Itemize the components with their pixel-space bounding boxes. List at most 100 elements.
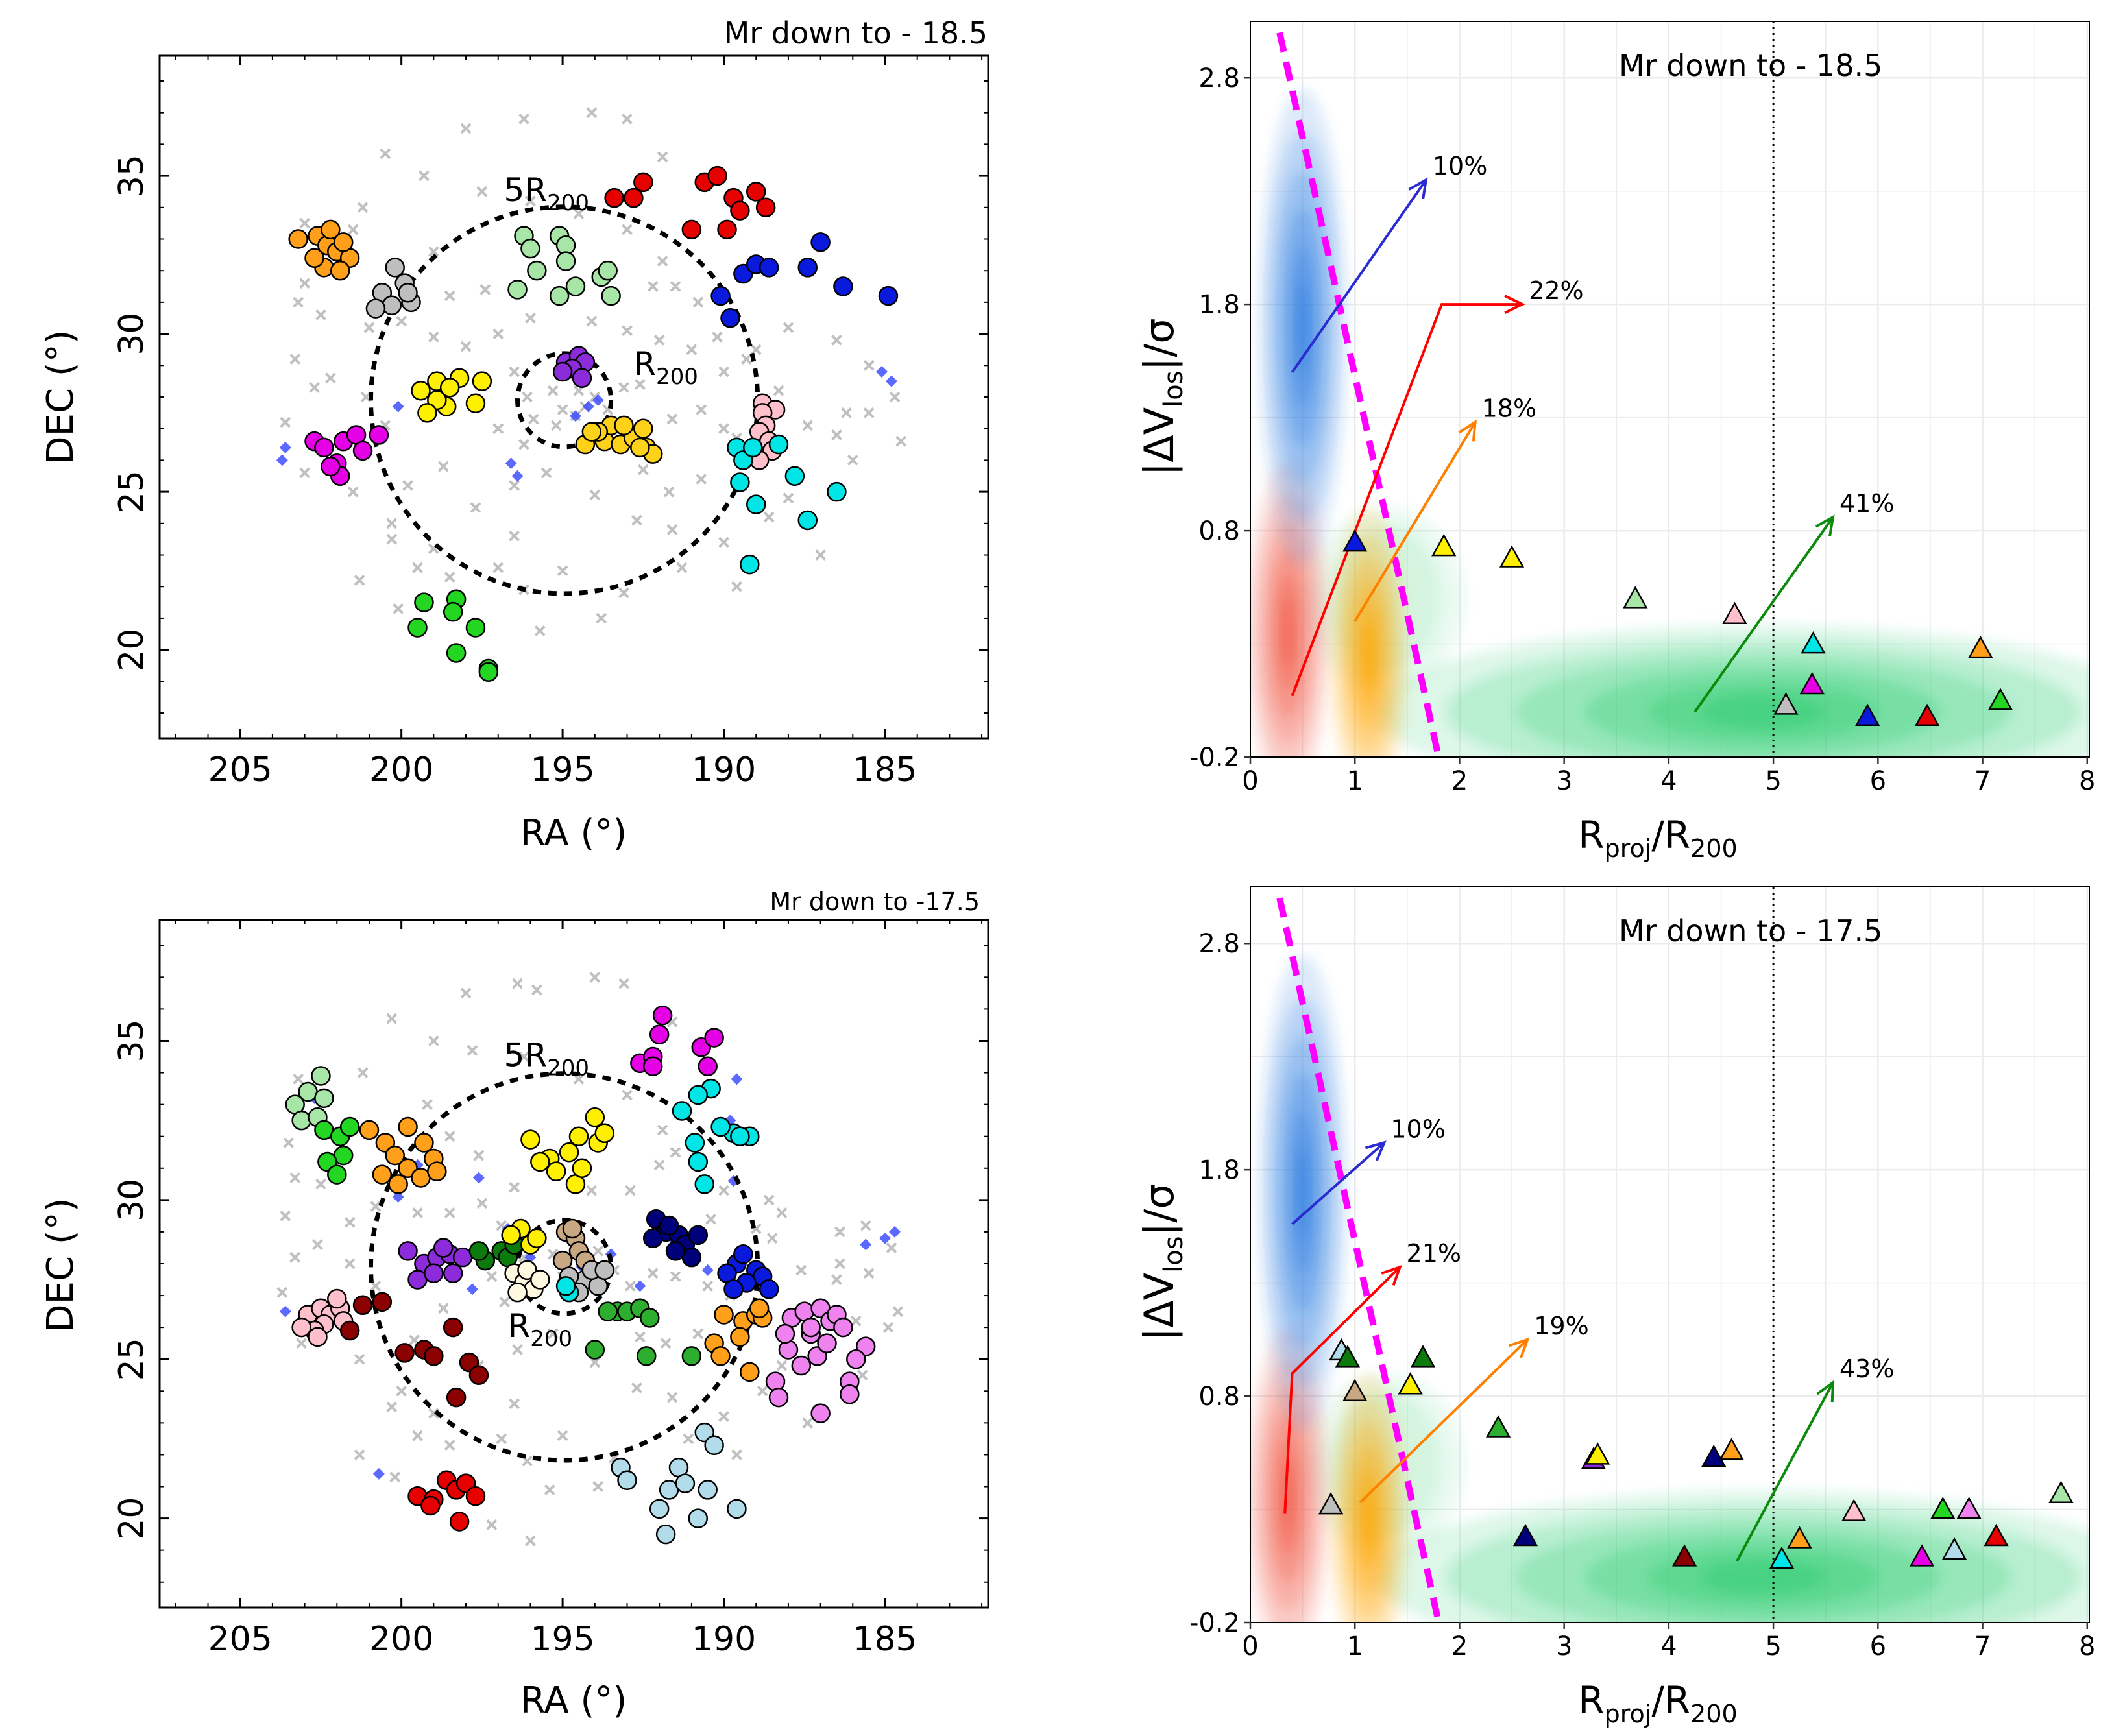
group-galaxy-point — [424, 1346, 444, 1366]
background-galaxy-cross — [589, 489, 601, 501]
background-galaxy-cross — [557, 565, 568, 577]
group-galaxy-point — [527, 260, 547, 281]
group-galaxy-point — [688, 1085, 709, 1105]
background-galaxy-cross — [647, 281, 659, 292]
group-galaxy-point — [688, 1225, 709, 1246]
map-bottom-title: Mr down to -17.5 — [770, 887, 980, 916]
background-galaxy-cross — [831, 1274, 842, 1285]
background-galaxy-cross — [586, 1185, 598, 1196]
group-galaxy-point — [352, 440, 373, 461]
group-galaxy-point — [304, 248, 324, 268]
group-galaxy-point — [746, 494, 766, 514]
phase-top-group-triangles — [1342, 529, 2013, 727]
background-galaxy-cross — [393, 603, 404, 614]
background-galaxy-cross — [631, 514, 642, 526]
group-galaxy-point — [797, 510, 818, 531]
group-galaxy-point — [443, 1317, 463, 1338]
fraction-arrow-line — [1291, 303, 1523, 697]
map-top-title: Mr down to - 18.5 — [724, 16, 988, 51]
background-galaxy-cross — [653, 334, 665, 346]
group-galaxy-point — [640, 1308, 660, 1328]
group-galaxy-point — [624, 187, 644, 208]
background-galaxy-cross — [357, 202, 369, 213]
map-top-ylabel: DEC (°) — [40, 330, 82, 464]
group-triangle — [1855, 703, 1880, 727]
x-tick-label: 5 — [1765, 766, 1781, 796]
map-top-background-galaxies — [280, 107, 907, 636]
ancient-infall-density-red — [1281, 598, 1295, 667]
phase-top-arrows: 10% 22% 18% 41% — [1291, 152, 1894, 713]
background-galaxy-cross — [625, 1185, 636, 1196]
background-galaxy-cross — [547, 385, 559, 396]
background-galaxy-cross — [670, 281, 681, 292]
background-galaxy-cross — [299, 467, 311, 479]
group-galaxy-point — [565, 276, 586, 296]
group-galaxy-point — [833, 276, 853, 296]
group-galaxy-point — [465, 393, 486, 413]
ancient-infall-density-red — [1281, 1464, 1295, 1532]
background-galaxy-cross — [486, 1519, 498, 1530]
group-galaxy-point — [598, 1301, 618, 1321]
background-galaxy-cross — [831, 429, 842, 440]
phase-top-overlays — [1276, 21, 1775, 757]
background-galaxy-cross — [592, 1481, 604, 1492]
background-galaxy-cross — [522, 391, 533, 403]
background-galaxy-cross — [892, 1306, 904, 1318]
infalling-galaxy-diamond — [731, 1073, 743, 1085]
y-tick-label: -0.2 — [1189, 1608, 1240, 1638]
infalling-galaxy-diamond — [634, 1280, 646, 1292]
background-galaxy-cross — [354, 1353, 365, 1365]
group-galaxy-point — [675, 1473, 696, 1493]
x-tick-label: 6 — [1870, 1632, 1886, 1661]
fraction-arrow-head — [1815, 514, 1835, 537]
infalling-galaxy-diamond — [860, 1238, 872, 1251]
group-galaxy-point — [710, 285, 731, 306]
background-galaxy-cross — [705, 1213, 717, 1225]
group-galaxy-point — [549, 285, 570, 306]
group-galaxy-point — [730, 1327, 750, 1347]
x-tick-label: 2 — [1451, 1632, 1468, 1661]
group-galaxy-point — [694, 1174, 714, 1194]
background-galaxy-cross — [296, 1338, 308, 1349]
group-triangle — [1585, 1442, 1610, 1465]
group-galaxy-point — [585, 1107, 605, 1127]
group-triangle — [1930, 1496, 1956, 1519]
group-triangle — [2048, 1480, 2074, 1503]
background-galaxy-cross — [618, 978, 629, 989]
map-bottom-frame — [158, 919, 989, 1609]
group-galaxy-point — [688, 1508, 709, 1528]
group-triangle — [1984, 1523, 2009, 1547]
background-galaxy-cross — [634, 1331, 646, 1343]
group-triangle — [1623, 586, 1648, 609]
infalling-galaxy-diamond — [466, 1283, 478, 1296]
group-galaxy-point — [642, 1056, 663, 1076]
background-galaxy-cross — [802, 420, 814, 431]
background-galaxy-cross — [492, 562, 504, 573]
background-galaxy-cross — [509, 479, 520, 491]
group-galaxy-point — [710, 1346, 731, 1366]
recent-infall-density-orange — [1362, 625, 1375, 685]
infalling-galaxy-diamond — [511, 470, 524, 482]
group-galaxy-point — [388, 1174, 408, 1194]
background-galaxy-cross — [686, 344, 698, 356]
background-galaxy-cross — [354, 575, 365, 586]
phase-bottom-density-contours — [1250, 954, 2089, 1622]
background-galaxy-cross — [718, 423, 729, 435]
group-triangle — [1787, 1526, 1812, 1549]
group-galaxy-point — [698, 1480, 718, 1500]
group-galaxy-point — [652, 1005, 673, 1026]
background-galaxy-cross — [293, 1073, 304, 1085]
y-tick-label: 25 — [112, 470, 151, 513]
radius-label-sub: 200 — [547, 190, 589, 216]
group-triangle — [1342, 529, 1368, 552]
background-galaxy-cross — [696, 404, 707, 415]
group-galaxy-point — [308, 1327, 328, 1347]
background-galaxy-cross — [380, 148, 391, 160]
group-galaxy-point — [414, 592, 434, 612]
fraction-arrow-head — [1509, 1337, 1530, 1358]
phase-top-xlabel: Rproj/R200 — [1578, 813, 1737, 863]
background-galaxy-cross — [509, 366, 520, 378]
infalling-galaxy-diamond — [701, 1264, 714, 1276]
x-tick-label: 185 — [853, 751, 917, 790]
group-galaxy-point — [449, 1512, 470, 1532]
